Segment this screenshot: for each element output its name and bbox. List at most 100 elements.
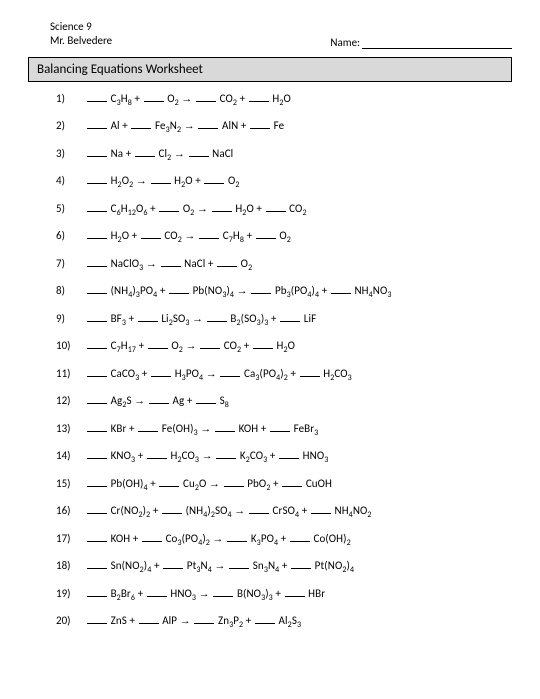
- coefficient-blank[interactable]: [87, 293, 107, 294]
- coefficient-blank[interactable]: [200, 348, 220, 349]
- equation-number: 12): [56, 394, 86, 407]
- coefficient-blank[interactable]: [139, 623, 159, 624]
- coefficient-blank[interactable]: [169, 293, 189, 294]
- coefficient-blank[interactable]: [87, 458, 107, 459]
- coefficient-blank[interactable]: [199, 238, 219, 239]
- coefficient-blank[interactable]: [87, 183, 107, 184]
- equation-list: 1) C3H8 + O2 → CO2 + H2O2) Al + Fe3N2 → …: [56, 92, 512, 628]
- equation-body: C6H12O6 + O2 → H2O + CO2: [86, 202, 307, 215]
- equation-number: 1): [56, 92, 86, 105]
- coefficient-blank[interactable]: [144, 101, 164, 102]
- coefficient-blank[interactable]: [253, 348, 273, 349]
- coefficient-blank[interactable]: [255, 623, 275, 624]
- equation-body: C7H17 + O2 → CO2 + H2O: [86, 339, 295, 352]
- equation-number: 11): [56, 367, 86, 380]
- coefficient-blank[interactable]: [87, 266, 107, 267]
- coefficient-blank[interactable]: [207, 321, 227, 322]
- coefficient-blank[interactable]: [159, 486, 179, 487]
- coefficient-blank[interactable]: [249, 513, 269, 514]
- coefficient-blank[interactable]: [138, 431, 158, 432]
- coefficient-blank[interactable]: [194, 623, 214, 624]
- coefficient-blank[interactable]: [87, 376, 107, 377]
- header-left: Science 9 Mr. Belvedere: [50, 20, 112, 49]
- coefficient-blank[interactable]: [285, 596, 305, 597]
- equation-number: 13): [56, 422, 86, 435]
- coefficient-blank[interactable]: [213, 596, 233, 597]
- coefficient-blank[interactable]: [220, 376, 240, 377]
- coefficient-blank[interactable]: [291, 568, 311, 569]
- coefficient-blank[interactable]: [161, 266, 181, 267]
- coefficient-blank[interactable]: [147, 596, 167, 597]
- coefficient-blank[interactable]: [196, 403, 216, 404]
- coefficient-blank[interactable]: [196, 101, 216, 102]
- coefficient-blank[interactable]: [87, 211, 107, 212]
- coefficient-blank[interactable]: [159, 211, 179, 212]
- coefficient-blank[interactable]: [87, 348, 107, 349]
- coefficient-blank[interactable]: [87, 403, 107, 404]
- coefficient-blank[interactable]: [147, 458, 167, 459]
- equation-body: Ag2S → Ag + S8: [86, 394, 229, 407]
- coefficient-blank[interactable]: [135, 156, 155, 157]
- coefficient-blank[interactable]: [227, 541, 247, 542]
- coefficient-blank[interactable]: [163, 568, 183, 569]
- coefficient-blank[interactable]: [311, 513, 331, 514]
- coefficient-blank[interactable]: [198, 128, 218, 129]
- equation-row: 18) Sn(NO2)4 + Pt3N4 → Sn3N4 + Pt(NO2)4: [56, 559, 512, 572]
- coefficient-blank[interactable]: [300, 376, 320, 377]
- coefficient-blank[interactable]: [131, 128, 151, 129]
- coefficient-blank[interactable]: [87, 513, 107, 514]
- coefficient-blank[interactable]: [87, 568, 107, 569]
- coefficient-blank[interactable]: [87, 431, 107, 432]
- equation-row: 17) KOH + Co3(PO4)2 → K3PO4 + Co(OH)2: [56, 532, 512, 545]
- coefficient-blank[interactable]: [87, 101, 107, 102]
- coefficient-blank[interactable]: [256, 238, 276, 239]
- equation-body: H2O + CO2 → C7H8 + O2: [86, 229, 291, 242]
- coefficient-blank[interactable]: [87, 486, 107, 487]
- coefficient-blank[interactable]: [151, 376, 171, 377]
- name-blank[interactable]: [362, 48, 512, 49]
- coefficient-blank[interactable]: [280, 321, 300, 322]
- coefficient-blank[interactable]: [151, 183, 171, 184]
- coefficient-blank[interactable]: [290, 541, 310, 542]
- equation-row: 19) B2Br6 + HNO3 → B(NO3)3 + HBr: [56, 587, 512, 600]
- equation-number: 19): [56, 587, 86, 600]
- coefficient-blank[interactable]: [142, 541, 162, 542]
- coefficient-blank[interactable]: [149, 403, 169, 404]
- coefficient-blank[interactable]: [217, 266, 237, 267]
- coefficient-blank[interactable]: [162, 513, 182, 514]
- equation-body: CaCO3 + H3PO4 → Ca3(PO4)2 + H2CO3: [86, 367, 352, 380]
- equation-number: 20): [56, 614, 86, 627]
- coefficient-blank[interactable]: [141, 238, 161, 239]
- equation-body: C3H8 + O2 → CO2 + H2O: [86, 92, 291, 105]
- coefficient-blank[interactable]: [282, 486, 302, 487]
- coefficient-blank[interactable]: [212, 211, 232, 212]
- equation-row: 12) Ag2S → Ag + S8: [56, 394, 512, 407]
- coefficient-blank[interactable]: [249, 101, 269, 102]
- coefficient-blank[interactable]: [87, 541, 107, 542]
- coefficient-blank[interactable]: [138, 321, 158, 322]
- coefficient-blank[interactable]: [250, 128, 270, 129]
- coefficient-blank[interactable]: [251, 293, 271, 294]
- coefficient-blank[interactable]: [266, 211, 286, 212]
- coefficient-blank[interactable]: [87, 128, 107, 129]
- coefficient-blank[interactable]: [87, 321, 107, 322]
- coefficient-blank[interactable]: [216, 458, 236, 459]
- coefficient-blank[interactable]: [279, 458, 299, 459]
- coefficient-blank[interactable]: [229, 568, 249, 569]
- coefficient-blank[interactable]: [215, 431, 235, 432]
- coefficient-blank[interactable]: [270, 431, 290, 432]
- coefficient-blank[interactable]: [87, 623, 107, 624]
- coefficient-blank[interactable]: [148, 348, 168, 349]
- equation-number: 4): [56, 174, 86, 187]
- equation-row: 3) Na + Cl2 → NaCl: [56, 147, 512, 160]
- equation-number: 16): [56, 504, 86, 517]
- coefficient-blank[interactable]: [87, 596, 107, 597]
- course-label: Science 9: [50, 20, 112, 34]
- equation-row: 20) ZnS + AlP → Zn3P2 + Al2S3: [56, 614, 512, 627]
- coefficient-blank[interactable]: [87, 238, 107, 239]
- coefficient-blank[interactable]: [224, 486, 244, 487]
- coefficient-blank[interactable]: [204, 183, 224, 184]
- coefficient-blank[interactable]: [87, 156, 107, 157]
- coefficient-blank[interactable]: [331, 293, 351, 294]
- coefficient-blank[interactable]: [189, 156, 209, 157]
